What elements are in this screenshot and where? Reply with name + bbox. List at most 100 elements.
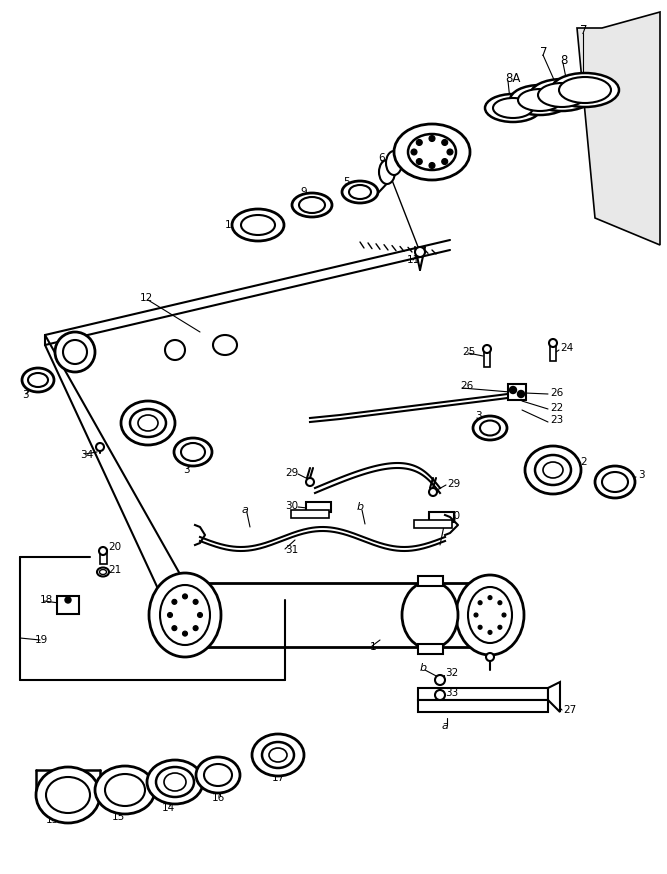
Circle shape — [167, 613, 173, 618]
Text: 20: 20 — [108, 542, 121, 552]
Circle shape — [416, 140, 422, 145]
Bar — [291, 510, 329, 518]
Circle shape — [197, 613, 203, 618]
Polygon shape — [548, 682, 560, 712]
Ellipse shape — [55, 332, 95, 372]
Ellipse shape — [269, 748, 287, 762]
Ellipse shape — [468, 587, 512, 643]
Bar — [484, 349, 490, 367]
Bar — [418, 576, 442, 586]
Ellipse shape — [63, 340, 87, 364]
Text: b: b — [420, 663, 427, 673]
Circle shape — [442, 158, 448, 164]
Text: 11: 11 — [407, 255, 420, 265]
Text: 12: 12 — [140, 293, 153, 303]
Ellipse shape — [156, 767, 194, 797]
Ellipse shape — [99, 570, 107, 574]
Text: 21: 21 — [108, 565, 121, 575]
Ellipse shape — [121, 401, 175, 445]
Ellipse shape — [342, 181, 378, 203]
Ellipse shape — [46, 777, 90, 813]
Ellipse shape — [535, 455, 571, 485]
Ellipse shape — [213, 335, 237, 355]
Ellipse shape — [181, 443, 205, 461]
Text: 34: 34 — [80, 450, 93, 460]
Text: 33: 33 — [445, 688, 458, 698]
Circle shape — [549, 339, 557, 347]
Circle shape — [488, 596, 492, 600]
Text: 30: 30 — [285, 501, 298, 511]
Text: 25: 25 — [462, 347, 476, 357]
Ellipse shape — [165, 340, 185, 360]
Polygon shape — [418, 688, 548, 700]
Circle shape — [486, 653, 494, 661]
Text: 28: 28 — [443, 514, 456, 524]
Circle shape — [488, 630, 492, 635]
Ellipse shape — [138, 415, 158, 431]
Text: 3: 3 — [638, 470, 644, 480]
Circle shape — [193, 626, 198, 631]
Text: 3: 3 — [183, 465, 189, 475]
Text: 23: 23 — [550, 415, 563, 425]
Ellipse shape — [160, 585, 210, 645]
Ellipse shape — [349, 185, 371, 199]
Ellipse shape — [130, 409, 166, 437]
Text: 30: 30 — [447, 511, 460, 521]
Text: 13: 13 — [45, 815, 59, 825]
Text: 16: 16 — [211, 793, 225, 803]
Circle shape — [65, 597, 71, 603]
Ellipse shape — [22, 368, 54, 392]
Text: a: a — [442, 721, 448, 731]
Ellipse shape — [473, 416, 507, 440]
Ellipse shape — [147, 760, 203, 804]
Text: 18: 18 — [40, 595, 53, 605]
Bar — [428, 512, 454, 522]
Text: 29: 29 — [447, 479, 460, 489]
Text: 14: 14 — [161, 803, 175, 813]
Bar — [57, 596, 79, 614]
Bar — [418, 644, 442, 654]
Circle shape — [183, 631, 187, 636]
Text: 22: 22 — [550, 403, 563, 413]
Circle shape — [510, 386, 516, 393]
Text: 4: 4 — [405, 133, 412, 143]
Circle shape — [429, 135, 435, 142]
Circle shape — [172, 600, 177, 604]
Circle shape — [435, 690, 445, 700]
Circle shape — [193, 600, 198, 604]
Ellipse shape — [595, 466, 635, 498]
Text: 27: 27 — [563, 705, 576, 715]
Circle shape — [483, 345, 491, 353]
Text: 8: 8 — [560, 53, 568, 66]
Ellipse shape — [525, 446, 581, 494]
Ellipse shape — [456, 575, 524, 655]
Text: 19: 19 — [35, 635, 48, 645]
Text: 10: 10 — [225, 220, 238, 230]
Circle shape — [96, 443, 104, 451]
Circle shape — [429, 488, 437, 496]
Text: 17: 17 — [271, 773, 285, 783]
Text: 26: 26 — [460, 381, 474, 391]
Ellipse shape — [164, 773, 186, 791]
Ellipse shape — [394, 124, 470, 180]
Text: 9: 9 — [300, 187, 307, 197]
Text: 3: 3 — [475, 411, 482, 421]
Ellipse shape — [543, 462, 563, 478]
Ellipse shape — [551, 73, 619, 107]
Bar — [414, 520, 452, 528]
Circle shape — [411, 149, 417, 155]
Ellipse shape — [292, 193, 332, 217]
Text: 5: 5 — [343, 177, 350, 187]
Ellipse shape — [95, 766, 155, 814]
Polygon shape — [418, 700, 548, 712]
Ellipse shape — [232, 209, 284, 241]
Ellipse shape — [510, 85, 570, 115]
Text: 31: 31 — [285, 545, 298, 555]
Ellipse shape — [386, 151, 402, 175]
Ellipse shape — [28, 373, 48, 387]
Bar — [99, 552, 107, 564]
Ellipse shape — [602, 472, 628, 492]
Ellipse shape — [518, 89, 562, 111]
Ellipse shape — [204, 764, 232, 786]
Ellipse shape — [538, 83, 586, 107]
